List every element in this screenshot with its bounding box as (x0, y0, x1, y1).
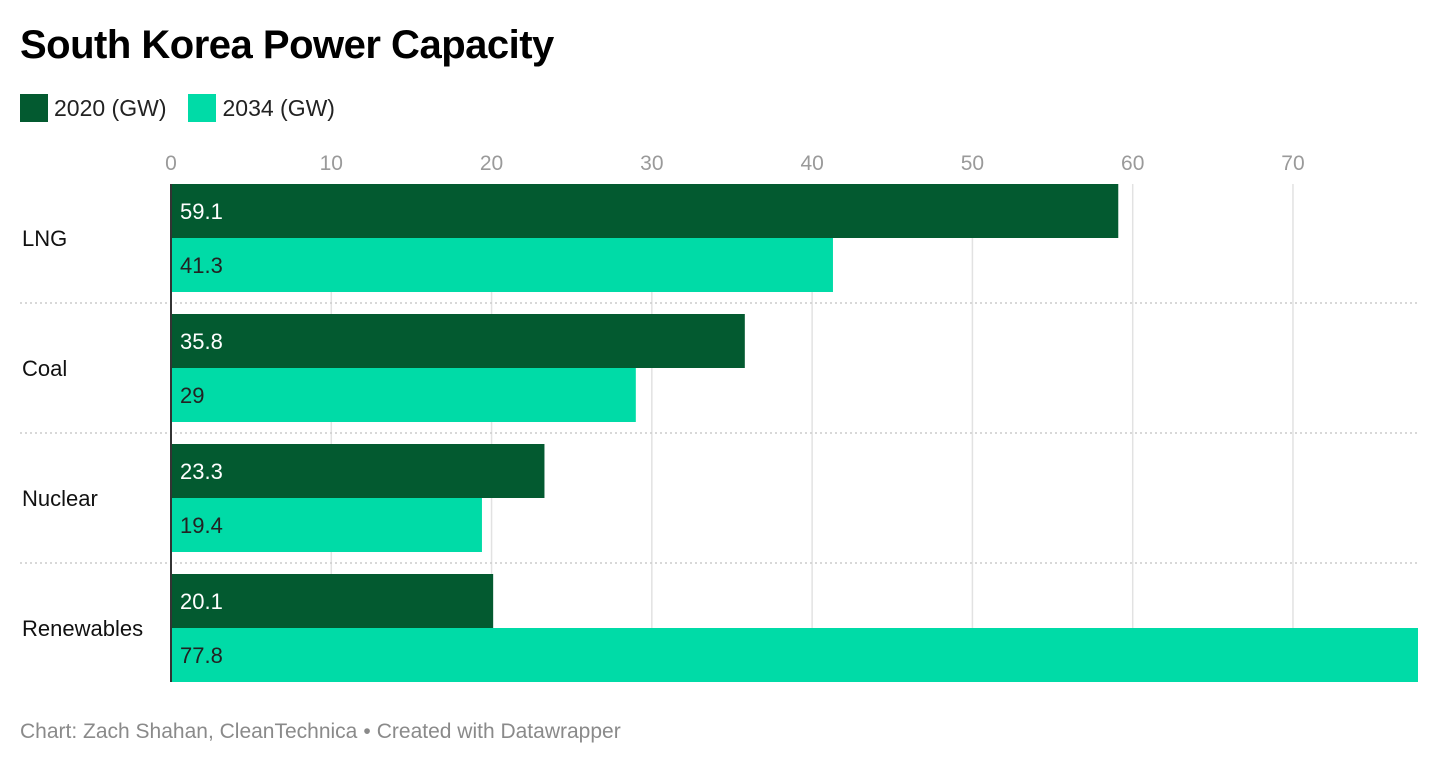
legend-swatch-2034 (188, 94, 217, 122)
category-label-nuclear: Nuclear (22, 486, 98, 511)
legend-label-2034: 2034 (GW) (222, 94, 335, 121)
footer-created-with[interactable]: Created with Datawrapper (376, 720, 621, 743)
x-tick-label-70: 70 (1281, 152, 1304, 175)
bar-nuclear-2020 (171, 444, 545, 498)
value-label-lng-2020: 59.1 (180, 199, 223, 224)
value-label-nuclear-2034: 19.4 (180, 513, 223, 538)
x-tick-label-40: 40 (800, 152, 823, 175)
x-tick-label-20: 20 (480, 152, 503, 175)
bar-lng-2034 (171, 238, 833, 292)
category-label-lng: LNG (22, 226, 67, 251)
footer-credit[interactable]: Chart: Zach Shahan, CleanTechnica (20, 720, 358, 743)
bar-nuclear-2034 (171, 498, 482, 552)
legend-swatch-2020 (20, 94, 48, 122)
value-label-renewables-2020: 20.1 (180, 589, 223, 614)
legend-item-2034: 2034 (GW) (188, 94, 335, 122)
bar-coal-2020 (171, 314, 745, 368)
bar-coal-2034 (171, 368, 636, 422)
legend-label-2020: 2020 (GW) (54, 94, 167, 121)
category-label-renewables: Renewables (22, 616, 143, 641)
category-label-coal: Coal (22, 356, 67, 381)
x-tick-label-50: 50 (961, 152, 984, 175)
value-label-renewables-2034: 77.8 (180, 643, 223, 668)
x-tick-label-30: 30 (640, 152, 663, 175)
value-label-coal-2034: 29 (180, 383, 204, 408)
x-tick-label-60: 60 (1121, 152, 1144, 175)
chart-legend: 2020 (GW) 2034 (GW) (20, 93, 357, 123)
chart-footer: Chart: Zach Shahan, CleanTechnica • Create… (20, 720, 621, 744)
bar-lng-2020 (171, 184, 1119, 238)
x-tick-label-0: 0 (165, 152, 177, 175)
value-label-lng-2034: 41.3 (180, 253, 223, 278)
bar-renewables-2020 (171, 574, 494, 628)
chart-title: South Korea Power Capacity (20, 23, 554, 67)
legend-item-2020: 2020 (GW) (20, 94, 166, 122)
value-label-nuclear-2020: 23.3 (180, 459, 223, 484)
bar-renewables-2034 (171, 628, 1418, 682)
value-label-coal-2020: 35.8 (180, 329, 223, 354)
footer-separator: • (363, 720, 371, 743)
x-tick-label-10: 10 (320, 152, 343, 175)
